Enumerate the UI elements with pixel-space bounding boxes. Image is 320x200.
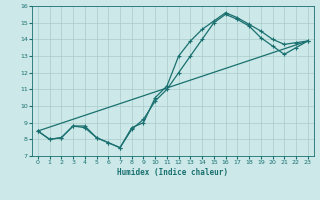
X-axis label: Humidex (Indice chaleur): Humidex (Indice chaleur) (117, 168, 228, 177)
